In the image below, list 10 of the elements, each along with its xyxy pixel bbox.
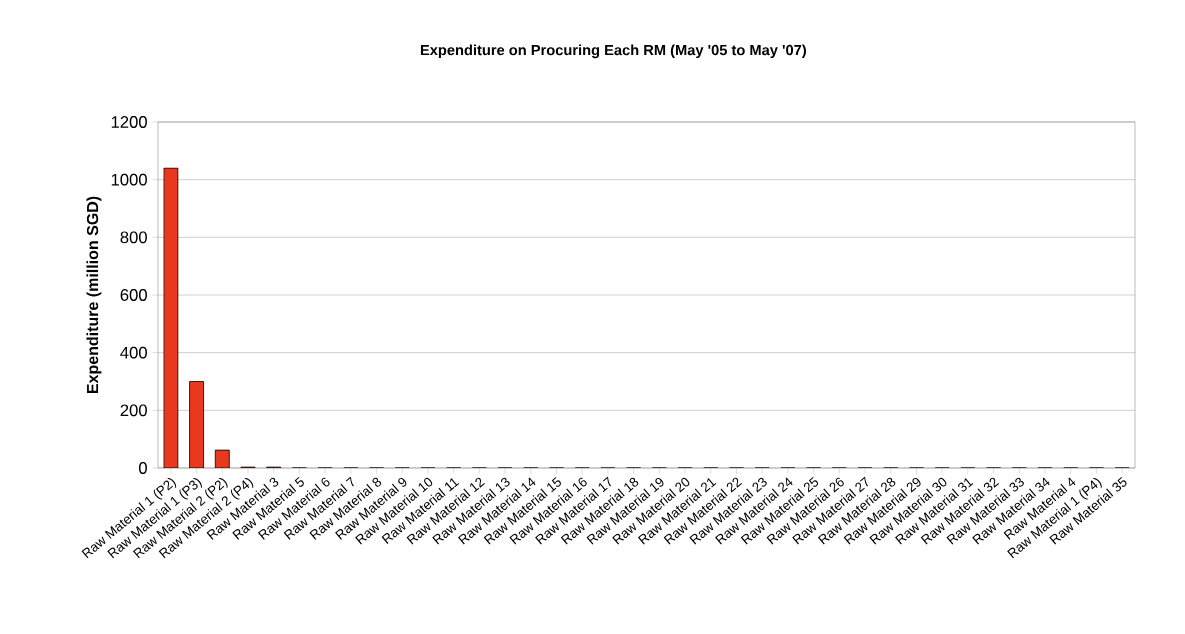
y-tick-label: 1000 [111,173,147,186]
y-tick-label: 200 [120,404,147,417]
y-tick-label: 800 [120,231,147,244]
y-tick-label: 1200 [111,116,147,128]
chart-title: Expenditure on Procuring Each RM (May '05 to May '07) [420,44,806,59]
bar [189,381,204,468]
y-tick-label: 600 [120,289,147,301]
y-axis-title: Expenditure (million SGD) [86,196,102,394]
y-tick-label: 400 [120,346,147,359]
y-tick-label: 0 [138,462,147,474]
